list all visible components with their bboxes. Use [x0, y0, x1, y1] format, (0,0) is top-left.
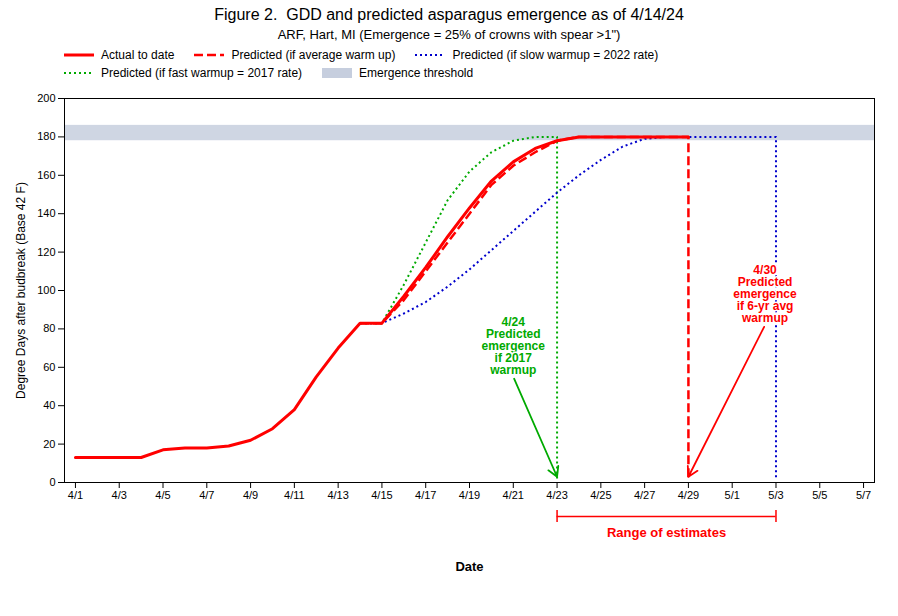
- svg-text:4/25: 4/25: [590, 489, 611, 501]
- svg-text:4/15: 4/15: [371, 489, 392, 501]
- svg-text:5/7: 5/7: [856, 489, 871, 501]
- html-text:Predicted (if slow warmup = 20: Predicted (if slow warmup = 2022 rate): [452, 48, 659, 62]
- svg-text:4/13: 4/13: [327, 489, 348, 501]
- svg-text:Degree Days after budbreak (Ba: Degree Days after budbreak (Base 42 F): [14, 182, 28, 399]
- svg-text:5/1: 5/1: [725, 489, 740, 501]
- svg-text:Range of estimates: Range of estimates: [607, 525, 726, 540]
- svg-text:4/19: 4/19: [459, 489, 480, 501]
- html-text:Figure 2. GDD and predicted as: Figure 2. GDD and predicted asparagus em…: [214, 6, 684, 23]
- html-text:Emergence threshold: Emergence threshold: [359, 66, 474, 80]
- svg-text:4/7: 4/7: [199, 489, 214, 501]
- svg-text:40: 40: [43, 399, 55, 411]
- svg-text:4/1: 4/1: [68, 489, 83, 501]
- svg-text:0: 0: [49, 476, 55, 488]
- html-text:Predicted (if fast warmup = 20: Predicted (if fast warmup = 2017 rate): [101, 66, 303, 80]
- svg-text:4/9: 4/9: [243, 489, 258, 501]
- svg-text:80: 80: [43, 322, 55, 334]
- html-text:Predicted (if average warm up): Predicted (if average warm up): [231, 48, 396, 62]
- svg-text:4/17: 4/17: [415, 489, 436, 501]
- svg-text:4/30Predictedemergenceif 6-yr: 4/30Predictedemergenceif 6-yr avgwarmup: [733, 263, 797, 325]
- svg-text:4/3: 4/3: [112, 489, 127, 501]
- svg-text:100: 100: [37, 284, 55, 296]
- svg-text:4/24Predictedemergenceif 2017w: 4/24Predictedemergenceif 2017warmup: [482, 315, 546, 377]
- svg-text:180: 180: [37, 130, 55, 142]
- svg-text:120: 120: [37, 246, 55, 258]
- svg-text:5/5: 5/5: [812, 489, 827, 501]
- svg-text:4/29: 4/29: [678, 489, 699, 501]
- svg-text:200: 200: [37, 92, 55, 104]
- svg-text:60: 60: [43, 361, 55, 373]
- svg-text:Date: Date: [455, 559, 483, 574]
- svg-text:20: 20: [43, 438, 55, 450]
- svg-text:4/11: 4/11: [284, 489, 305, 501]
- svg-text:140: 140: [37, 207, 55, 219]
- svg-text:4/23: 4/23: [546, 489, 567, 501]
- svg-text:4/27: 4/27: [634, 489, 655, 501]
- svg-text:4/5: 4/5: [155, 489, 170, 501]
- html-text:Actual to date: Actual to date: [101, 48, 175, 62]
- svg-text:5/3: 5/3: [768, 489, 783, 501]
- svg-text:4/21: 4/21: [503, 489, 524, 501]
- svg-text:160: 160: [37, 169, 55, 181]
- html-text:ARF, Hart, MI (Emergence = 25%: ARF, Hart, MI (Emergence = 25% of crowns…: [277, 27, 621, 42]
